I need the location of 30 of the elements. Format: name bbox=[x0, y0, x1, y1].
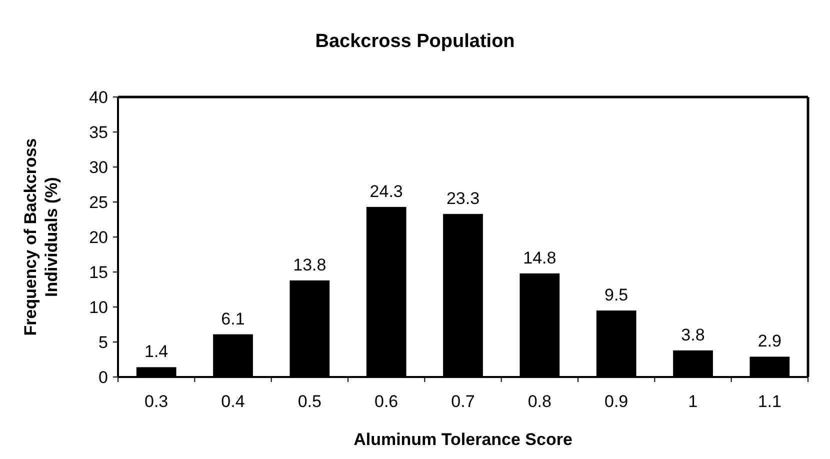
x-tick-label: 0.8 bbox=[528, 392, 552, 411]
data-label: 24.3 bbox=[370, 182, 403, 201]
y-tick-label: 25 bbox=[89, 192, 108, 212]
x-tick-label: 0.7 bbox=[451, 392, 475, 411]
x-tick-label: 0.6 bbox=[374, 392, 398, 411]
data-label: 13.8 bbox=[293, 255, 326, 274]
data-label: 6.1 bbox=[221, 309, 245, 328]
y-tick-label: 35 bbox=[89, 122, 108, 142]
y-tick-label: 20 bbox=[89, 228, 108, 247]
y-axis-title: Frequency of Backcross Individuals (%) bbox=[21, 138, 61, 336]
y-tick-label: 30 bbox=[89, 158, 108, 177]
chart-title: Backcross Population bbox=[315, 31, 515, 52]
x-tick-label: 1 bbox=[688, 392, 698, 411]
x-tick-label: 0.4 bbox=[221, 392, 245, 411]
y-tick-label: 0 bbox=[98, 368, 108, 387]
x-tick-label: 0.9 bbox=[604, 392, 628, 411]
x-tick-label: 0.3 bbox=[144, 392, 168, 411]
data-label: 9.5 bbox=[604, 286, 628, 304]
y-tick-label: 40 bbox=[89, 88, 108, 107]
x-tick-label: 0.5 bbox=[298, 392, 322, 411]
y-tick-label: 10 bbox=[89, 298, 108, 317]
data-label: 14.8 bbox=[523, 248, 556, 268]
y-tick-label: 15 bbox=[89, 262, 108, 282]
data-label: 3.8 bbox=[681, 325, 705, 344]
x-axis-title: Aluminum Tolerance Score bbox=[354, 430, 572, 449]
data-label: 23.3 bbox=[446, 188, 480, 208]
x-tick-label: 1.1 bbox=[758, 392, 782, 411]
y-tick-label: 5 bbox=[98, 332, 108, 352]
data-label: 2.9 bbox=[758, 332, 782, 351]
data-label: 1.4 bbox=[144, 342, 168, 362]
